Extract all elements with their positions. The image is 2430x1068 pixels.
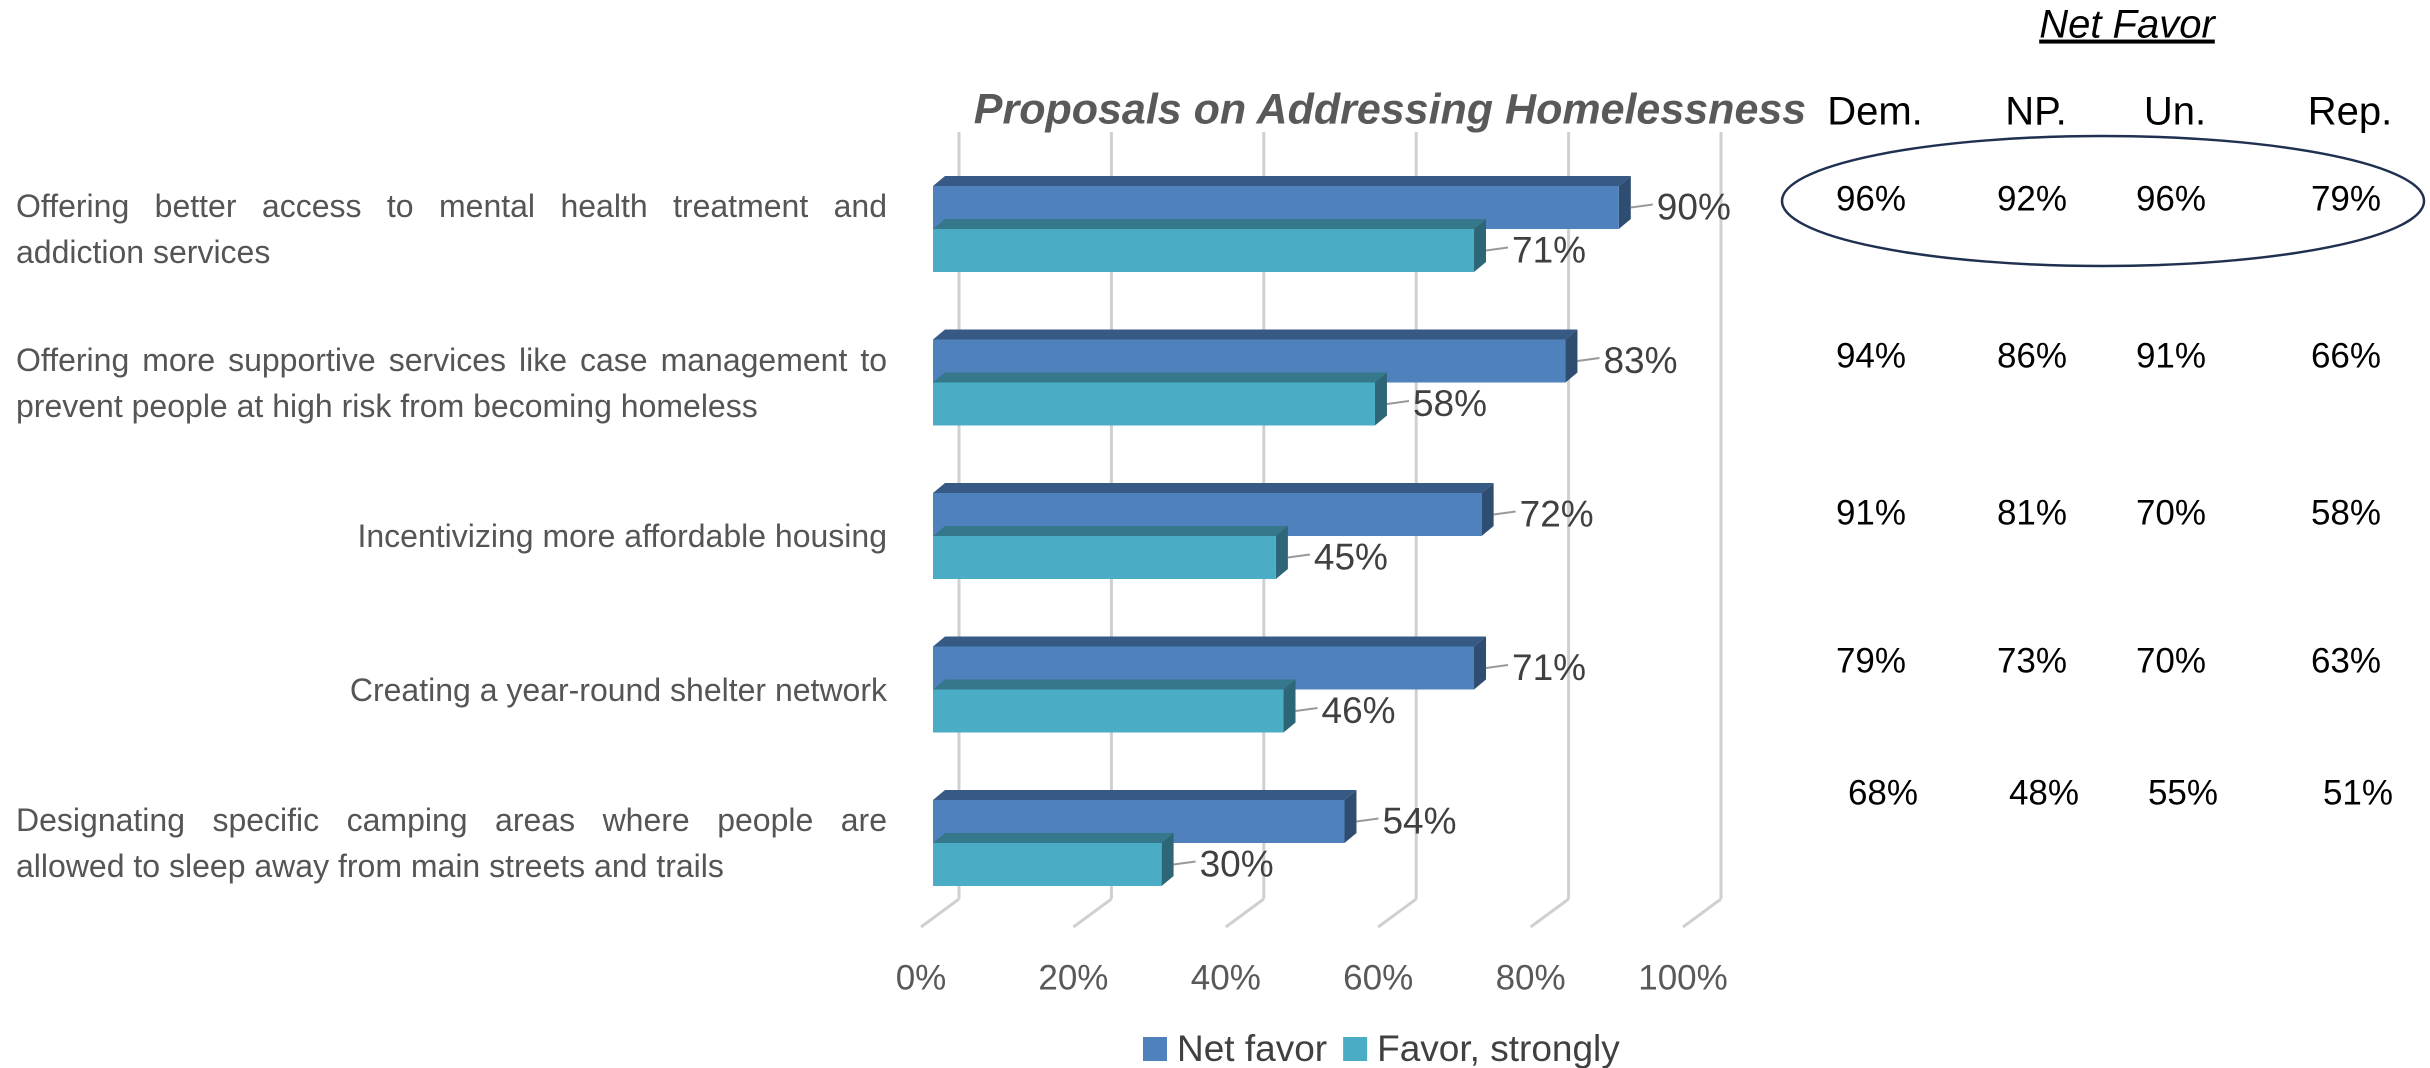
- table-cell: 81%: [1997, 493, 2067, 532]
- bar-side: [1565, 329, 1578, 383]
- x-tick-label: 60%: [1343, 958, 1413, 997]
- table-cell: 66%: [2311, 336, 2381, 375]
- bar-top: [933, 329, 1578, 340]
- bar-side: [1344, 790, 1357, 843]
- leader-line: [1630, 203, 1653, 209]
- table-cell: 51%: [2323, 773, 2393, 812]
- category-label: Incentivizing more affordable housing: [357, 518, 887, 554]
- x-tick-label: 40%: [1191, 958, 1261, 997]
- data-label: 71%: [1512, 229, 1586, 270]
- bar-side: [1283, 679, 1296, 733]
- data-label: 72%: [1520, 493, 1594, 534]
- data-label: 83%: [1603, 340, 1677, 381]
- bar: [933, 536, 1276, 579]
- bar-top: [933, 790, 1357, 800]
- leader-line: [1493, 510, 1516, 516]
- bar-side: [1275, 526, 1288, 579]
- bar-top: [933, 372, 1387, 383]
- table-header: Rep.: [2308, 90, 2393, 134]
- data-label: 45%: [1314, 536, 1388, 577]
- bar: [933, 843, 1162, 886]
- grid-foot: [1682, 897, 1722, 929]
- bar-side: [1474, 636, 1487, 690]
- table-cell: 55%: [2148, 773, 2218, 812]
- category-label: Creating a year-round shelter network: [349, 671, 887, 708]
- table-cell: 68%: [1848, 773, 1918, 812]
- bar-top: [933, 176, 1631, 186]
- data-label: 30%: [1200, 843, 1274, 884]
- grid-foot: [1529, 897, 1570, 929]
- grid-foot: [1377, 897, 1418, 929]
- leader-line: [1485, 246, 1509, 252]
- table-cell: 79%: [2311, 179, 2381, 218]
- bar-top: [933, 526, 1288, 536]
- bar: [933, 689, 1284, 733]
- table-header: NP.: [2005, 90, 2067, 134]
- category-label: Offering more supportive services like c…: [16, 341, 887, 424]
- leader-line: [1386, 400, 1410, 405]
- table-cell: 94%: [1836, 336, 1906, 375]
- table-cell: 70%: [2136, 641, 2206, 680]
- bar-top: [933, 833, 1174, 843]
- bar-side: [1618, 176, 1631, 229]
- legend-label: Net favor: [1177, 1028, 1327, 1068]
- legend-swatch: [1343, 1037, 1368, 1061]
- table-cell: 86%: [1997, 336, 2067, 375]
- leader-line: [1295, 707, 1318, 712]
- category-label: Offering better access to mental health …: [16, 188, 887, 270]
- table-cell: 70%: [2136, 493, 2206, 532]
- x-tick-label: 0%: [896, 958, 947, 997]
- bar-top: [933, 636, 1487, 647]
- data-label: 71%: [1512, 647, 1586, 688]
- table-cell: 79%: [1836, 641, 1906, 680]
- table-cell: 91%: [1836, 493, 1906, 532]
- grid-foot: [920, 897, 960, 929]
- table-cell: 48%: [2009, 773, 2079, 812]
- leader-line: [1485, 664, 1509, 669]
- category-label: Designating specific camping areas where…: [16, 802, 887, 884]
- legend-label: Favor, strongly: [1377, 1028, 1620, 1068]
- bar-side: [1161, 833, 1174, 886]
- bar-top: [933, 483, 1494, 493]
- bar-side: [1481, 483, 1494, 536]
- legend-swatch: [1143, 1037, 1167, 1061]
- leader-line: [1173, 860, 1196, 866]
- x-tick-label: 80%: [1496, 958, 1566, 997]
- chart-title: Proposals on Addressing Homelessness: [974, 85, 1806, 133]
- x-tick-label: 100%: [1638, 958, 1728, 997]
- bar-side: [1474, 219, 1487, 272]
- table-cell: 91%: [2136, 336, 2206, 375]
- bar-top: [933, 219, 1487, 229]
- table-cell: 96%: [2136, 179, 2206, 218]
- leader-line: [1356, 817, 1379, 823]
- data-label: 54%: [1382, 800, 1456, 841]
- data-label: 90%: [1657, 186, 1731, 227]
- table-cell: 92%: [1997, 179, 2067, 218]
- highlight-ellipse: [1780, 134, 2426, 268]
- table-cell: 63%: [2311, 641, 2381, 680]
- table-title: Net Favor: [2039, 3, 2216, 47]
- table-cell: 58%: [2311, 493, 2381, 532]
- bar: [933, 229, 1475, 272]
- leader-line: [1577, 357, 1600, 362]
- table-header: Un.: [2144, 90, 2206, 134]
- bar-top: [933, 679, 1296, 690]
- bar: [933, 382, 1375, 426]
- data-label: 58%: [1413, 383, 1487, 424]
- grid-foot: [1072, 897, 1113, 929]
- x-tick-label: 20%: [1038, 958, 1108, 997]
- table-cell: 96%: [1836, 179, 1906, 218]
- table-cell: 73%: [1997, 641, 2067, 680]
- leader-line: [1287, 553, 1311, 559]
- data-label: 46%: [1322, 690, 1396, 731]
- table-header: Dem.: [1827, 90, 1923, 134]
- grid-foot: [1224, 897, 1265, 929]
- bar-side: [1374, 372, 1387, 426]
